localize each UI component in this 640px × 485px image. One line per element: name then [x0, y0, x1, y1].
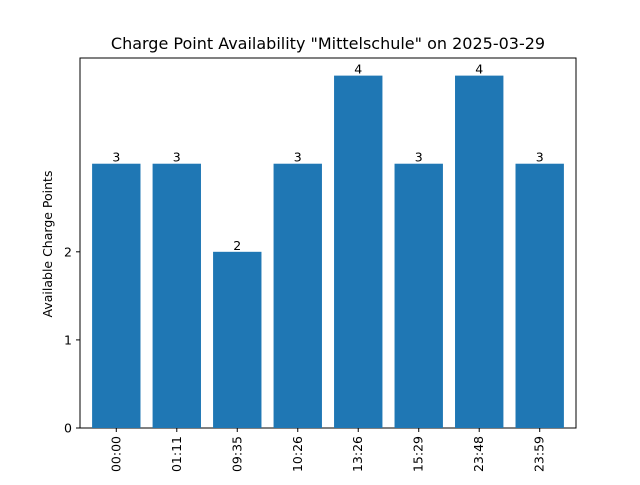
x-tick-label: 15:29 [411, 436, 426, 472]
bar-00:00 [92, 163, 141, 428]
x-tick-label: 13:26 [350, 436, 365, 472]
data-label: 2 [233, 238, 241, 253]
bar-23:59 [515, 163, 564, 428]
y-tick-label: 0 [64, 421, 72, 436]
y-tick-label: 2 [64, 244, 72, 259]
data-label: 4 [354, 62, 362, 77]
x-axis: 00:00 01:11 09:35 10:26 13:26 15:29 23:48 23:59 [108, 428, 547, 472]
data-label: 3 [294, 150, 302, 165]
y-axis: 0 1 2 [64, 244, 80, 436]
x-tick-label: 01:11 [169, 436, 184, 472]
y-axis-label: Available Charge Points [40, 171, 55, 318]
data-label: 3 [112, 150, 120, 165]
bar-10:26 [273, 163, 322, 428]
x-tick-label: 00:00 [108, 436, 123, 472]
x-tick-label: 23:48 [471, 436, 486, 472]
x-tick-label: 09:35 [229, 436, 244, 472]
x-tick-label: 10:26 [290, 436, 305, 472]
data-label: 4 [475, 62, 483, 77]
bar-series [92, 75, 564, 428]
x-tick-label: 23:59 [532, 436, 547, 472]
bar-23:48 [455, 75, 504, 428]
bar-15:29 [394, 163, 443, 428]
data-labels: 3 3 2 3 4 3 4 3 [112, 62, 543, 253]
data-label: 3 [415, 150, 423, 165]
plot-frame [79, 57, 577, 429]
bar-01:11 [152, 163, 201, 428]
chart-title: Charge Point Availability "Mittelschule"… [111, 34, 545, 53]
data-label: 3 [173, 150, 181, 165]
plot-area [79, 57, 577, 429]
y-tick-label: 1 [64, 332, 72, 347]
data-label: 3 [536, 150, 544, 165]
bar-09:35 [213, 251, 262, 428]
bar-13:26 [334, 75, 383, 428]
